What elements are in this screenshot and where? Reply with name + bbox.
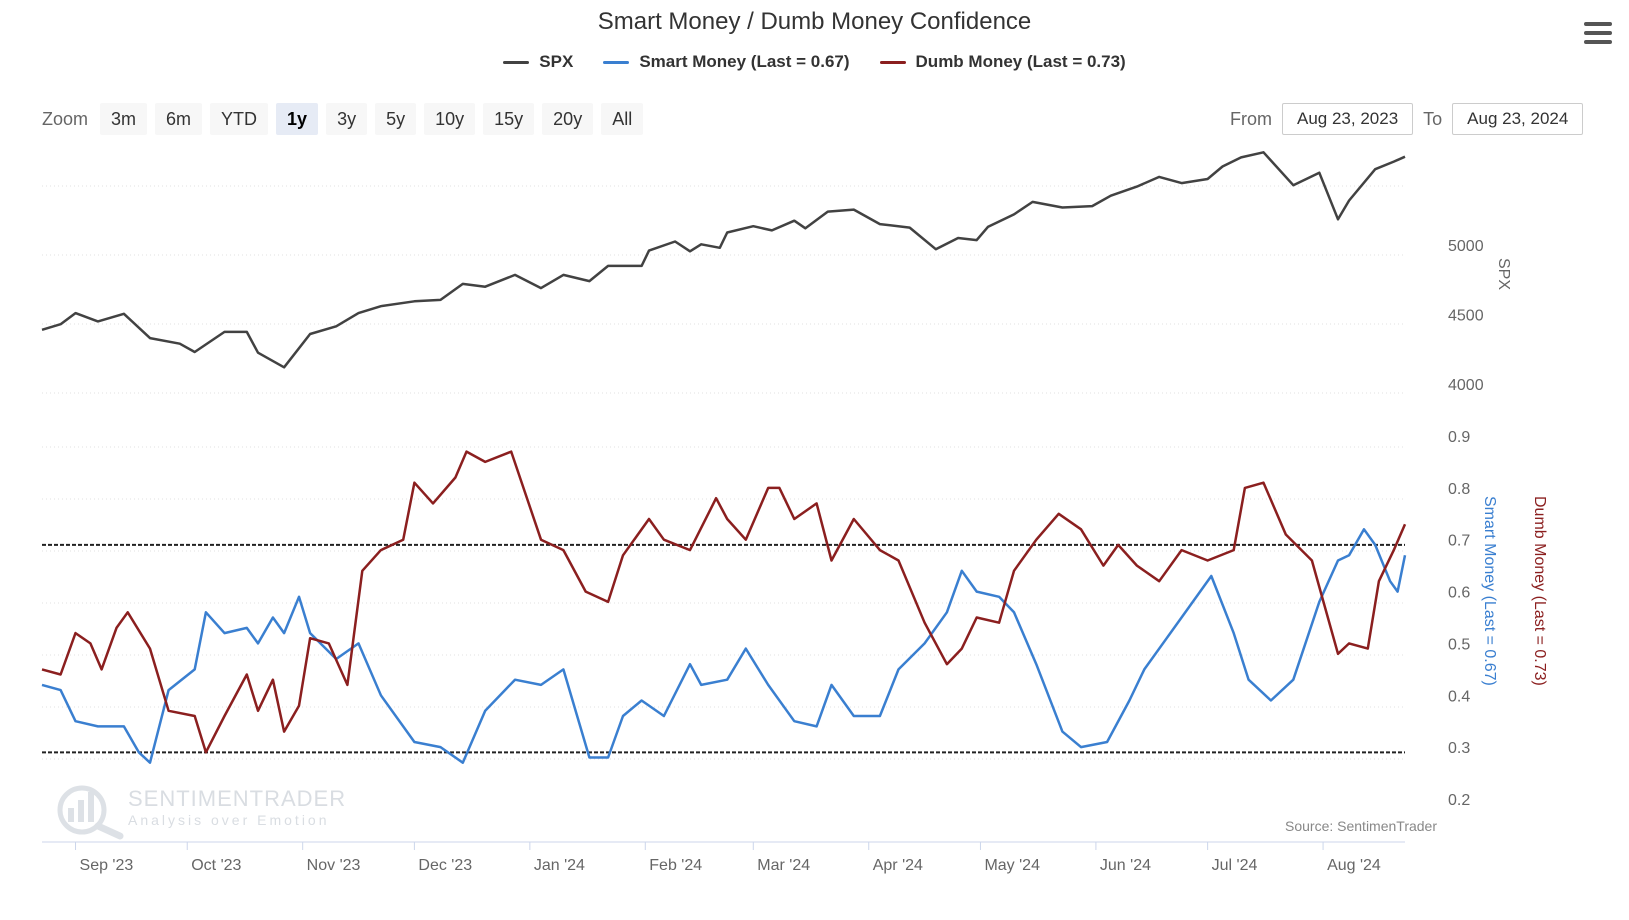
reference-lines bbox=[42, 543, 1405, 754]
spx-tick-label: 4000 bbox=[1448, 377, 1484, 394]
x-tick-label: Dec '23 bbox=[418, 857, 472, 874]
date-range-selector: From Aug 23, 2023 To Aug 23, 2024 bbox=[1230, 103, 1584, 135]
spx-line bbox=[41, 151, 1406, 369]
legend-swatch-dumb-money bbox=[879, 60, 906, 64]
x-tick-label: Feb '24 bbox=[649, 857, 702, 874]
zoom-button-3m[interactable]: 3m bbox=[100, 103, 148, 135]
x-tick-label: Sep '23 bbox=[80, 857, 134, 874]
spx-tick-label: 5000 bbox=[1448, 238, 1484, 255]
zoom-button-6m[interactable]: 6m bbox=[155, 103, 203, 135]
legend-item-spx[interactable]: SPX bbox=[503, 52, 573, 72]
confidence-tick-label: 0.4 bbox=[1448, 688, 1470, 705]
legend-label-dumb-money: Dumb Money (Last = 0.73) bbox=[915, 52, 1126, 71]
spx-axis-title: SPX bbox=[1495, 258, 1512, 290]
x-axis: Sep '23 Oct '23 Nov '23 Dec '23 Jan '24 Feb '… bbox=[42, 841, 1405, 874]
x-tick-label: Oct '23 bbox=[191, 857, 241, 874]
zoom-bar: Zoom 3m 6m YTD 1y 3y 5y 10y 15y 20y All bbox=[42, 103, 644, 135]
menu-bar bbox=[1584, 31, 1612, 35]
series-lines bbox=[41, 151, 1407, 764]
x-tick-label: Jan '24 bbox=[534, 857, 585, 874]
confidence-tick-label: 0.6 bbox=[1448, 585, 1470, 602]
from-label: From bbox=[1230, 108, 1272, 129]
zoom-button-15y[interactable]: 15y bbox=[483, 103, 535, 135]
watermark-tagline: Analysis over Emotion bbox=[128, 812, 330, 828]
x-tick-label: May '24 bbox=[984, 857, 1040, 874]
confidence-tick-label: 0.9 bbox=[1448, 429, 1470, 446]
legend-swatch-smart-money bbox=[603, 60, 630, 64]
to-date-input[interactable]: Aug 23, 2024 bbox=[1452, 103, 1584, 135]
zoom-button-all[interactable]: All bbox=[601, 103, 644, 135]
legend-item-smart-money[interactable]: Smart Money (Last = 0.67) bbox=[603, 52, 850, 72]
zoom-button-20y[interactable]: 20y bbox=[542, 103, 594, 135]
zoom-button-ytd[interactable]: YTD bbox=[210, 103, 269, 135]
to-label: To bbox=[1423, 108, 1443, 129]
legend-item-dumb-money[interactable]: Dumb Money (Last = 0.73) bbox=[879, 52, 1126, 72]
confidence-tick-labels: 0.2 0.3 0.4 0.5 0.6 0.7 0.8 0.9 bbox=[1448, 429, 1470, 809]
chart-title: Smart Money / Dumb Money Confidence bbox=[597, 8, 1032, 35]
confidence-tick-label: 0.2 bbox=[1448, 792, 1470, 809]
x-tick-label: Mar '24 bbox=[757, 857, 810, 874]
confidence-gridlines bbox=[42, 446, 1405, 760]
source-credit: Source: SentimenTrader bbox=[1285, 818, 1437, 834]
x-tick-label: Nov '23 bbox=[307, 857, 361, 874]
spx-tick-labels: 4000 4500 5000 bbox=[1448, 238, 1484, 394]
menu-bar bbox=[1584, 40, 1612, 44]
sentimentrader-watermark: SENTIMENTRADER Analysis over Emotion bbox=[50, 782, 350, 840]
x-tick-label: Jul '24 bbox=[1212, 857, 1258, 874]
legend: SPX Smart Money (Last = 0.67) Dumb Money… bbox=[0, 52, 1629, 72]
zoom-button-1y[interactable]: 1y bbox=[276, 103, 319, 135]
confidence-tick-label: 0.7 bbox=[1448, 533, 1470, 550]
zoom-label: Zoom bbox=[42, 108, 89, 129]
legend-label-smart-money: Smart Money (Last = 0.67) bbox=[639, 52, 850, 71]
magnifier-logo-icon bbox=[57, 785, 124, 840]
x-tick-label: Apr '24 bbox=[873, 857, 923, 874]
from-date-input[interactable]: Aug 23, 2023 bbox=[1282, 103, 1414, 135]
zoom-button-5y[interactable]: 5y bbox=[375, 103, 417, 135]
zoom-button-10y[interactable]: 10y bbox=[424, 103, 476, 135]
smart-money-axis-title: Smart Money (Last = 0.67) bbox=[1481, 496, 1498, 686]
hamburger-menu-icon[interactable] bbox=[1584, 22, 1612, 46]
menu-bar bbox=[1584, 22, 1612, 26]
watermark-name: SENTIMENTRADER bbox=[128, 786, 347, 811]
confidence-tick-label: 0.5 bbox=[1448, 636, 1470, 653]
legend-swatch-spx bbox=[503, 60, 530, 64]
confidence-tick-label: 0.3 bbox=[1448, 740, 1470, 757]
confidence-tick-label: 0.8 bbox=[1448, 481, 1470, 498]
spx-tick-label: 4500 bbox=[1448, 308, 1484, 325]
smart-money-line bbox=[41, 528, 1407, 764]
x-tick-label: Aug '24 bbox=[1327, 857, 1381, 874]
spx-gridlines bbox=[42, 185, 1405, 394]
legend-label-spx: SPX bbox=[539, 52, 574, 71]
dumb-money-line bbox=[41, 450, 1407, 754]
dumb-money-axis-title: Dumb Money (Last = 0.73) bbox=[1531, 496, 1548, 686]
x-tick-label: Jun '24 bbox=[1100, 857, 1151, 874]
zoom-button-3y[interactable]: 3y bbox=[326, 103, 368, 135]
